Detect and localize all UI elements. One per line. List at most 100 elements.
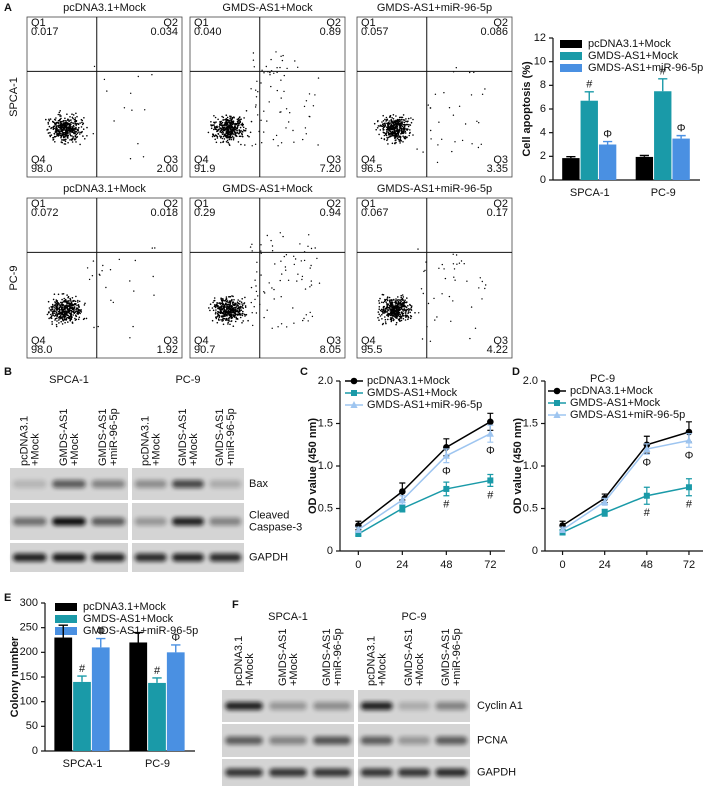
dot <box>75 112 77 115</box>
dot <box>57 293 60 296</box>
dot <box>239 120 242 123</box>
dot <box>68 304 70 306</box>
dot <box>63 318 66 321</box>
dot <box>384 118 386 121</box>
dot <box>300 260 302 262</box>
dot <box>64 308 66 311</box>
dot <box>78 300 81 303</box>
dot <box>229 300 231 303</box>
dot <box>215 125 218 128</box>
lane-label: +Mock <box>414 653 426 686</box>
dot <box>58 111 61 114</box>
dot <box>239 135 242 138</box>
dot <box>239 306 241 309</box>
quadrant-value: 2.00 <box>157 163 178 175</box>
blot-band <box>52 480 86 488</box>
dot <box>223 306 226 309</box>
dot <box>217 315 219 318</box>
dot <box>293 322 295 324</box>
quadrant-name: Q1 <box>361 17 376 29</box>
dot <box>287 279 290 281</box>
dot <box>74 311 76 314</box>
dot <box>221 312 223 315</box>
dot <box>452 114 455 116</box>
dot <box>389 302 392 305</box>
dot <box>444 277 447 280</box>
dot <box>81 121 83 124</box>
dot <box>297 66 299 69</box>
dot <box>396 134 398 136</box>
dot <box>65 300 67 302</box>
dot <box>81 123 84 126</box>
dot <box>73 300 75 302</box>
dot <box>233 299 235 301</box>
dot <box>216 305 218 308</box>
plot-title: GMDS-AS1+miR-96-5p <box>377 183 492 195</box>
dot <box>469 337 471 340</box>
dot <box>236 135 238 138</box>
lane-label: GMDS-AS1 <box>58 409 70 466</box>
dot <box>227 136 229 139</box>
dot <box>75 128 77 130</box>
dot <box>233 307 236 309</box>
dot <box>386 138 389 140</box>
dot <box>441 138 443 140</box>
blot-band <box>225 736 263 745</box>
dot <box>88 278 91 281</box>
dot <box>79 143 81 146</box>
dot <box>240 301 243 304</box>
dot <box>394 142 396 145</box>
dot <box>52 305 54 308</box>
dot <box>69 119 71 122</box>
quadrant-value: 3.35 <box>487 163 508 175</box>
dot <box>242 126 245 129</box>
dot <box>407 316 410 319</box>
dot <box>308 93 311 95</box>
series-line <box>562 431 690 527</box>
dot <box>396 310 398 312</box>
dot <box>255 96 258 98</box>
dot <box>288 121 290 123</box>
dot <box>464 123 467 125</box>
dot <box>255 89 257 91</box>
y-tick-label: 0 <box>532 545 538 557</box>
lane-label: pcDNA3.1 <box>366 636 378 686</box>
dot <box>403 136 405 139</box>
dot <box>50 313 52 316</box>
y-tick-label: 0.5 <box>523 502 538 514</box>
dot <box>310 247 313 250</box>
dot <box>250 286 253 289</box>
dot <box>260 252 262 254</box>
dot <box>264 292 266 294</box>
dot <box>403 127 405 130</box>
dot <box>213 126 216 128</box>
dot <box>279 279 281 282</box>
error-bar <box>566 155 576 159</box>
dot <box>56 308 59 310</box>
dot <box>407 117 410 120</box>
dot <box>72 124 75 127</box>
dot <box>402 315 405 317</box>
error-bar <box>171 644 181 653</box>
blot-band <box>52 553 86 562</box>
dot <box>54 141 56 143</box>
dot <box>224 303 227 306</box>
dot <box>129 337 131 339</box>
data-point <box>558 525 567 533</box>
dot <box>233 116 235 119</box>
dot <box>309 267 311 269</box>
dot <box>222 319 224 322</box>
significance-mark: # <box>79 663 86 675</box>
quadrant-value: 8.05 <box>320 344 341 356</box>
dot <box>241 322 243 324</box>
dot <box>393 136 396 138</box>
dot <box>238 120 240 122</box>
dot <box>254 143 257 145</box>
dot <box>220 308 222 311</box>
dot <box>70 309 73 312</box>
dot <box>275 134 278 137</box>
dot <box>389 115 392 117</box>
quadrant-value: 4.22 <box>487 344 508 356</box>
quadrant-value: 90.7 <box>194 344 215 356</box>
data-point <box>643 492 650 499</box>
